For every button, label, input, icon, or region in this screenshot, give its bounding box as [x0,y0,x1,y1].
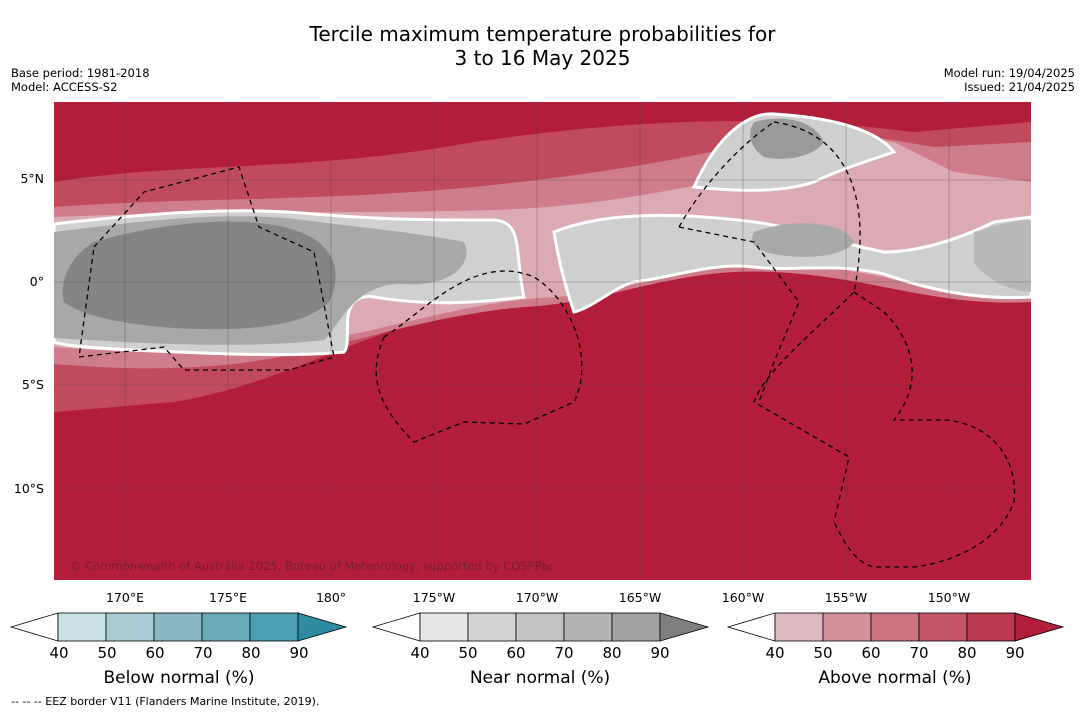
probability-map [54,102,1031,580]
colorbar-below-normal [9,612,350,646]
eez-footnote: -- -- -- EEZ border V11 (Flanders Marine… [11,695,320,708]
lat-label-5s: 5°S [21,377,44,392]
metadata-left: Base period: 1981-2018 Model: ACCESS-S2 [11,66,150,94]
base-period: Base period: 1981-2018 [11,66,150,80]
colorbar-extend-low [9,612,59,642]
lon-label-165w: 165°W [618,590,662,605]
map-title: Tercile maximum temperature probabilitie… [0,22,1085,70]
colorbar-title-above: Above normal (%) [818,668,972,688]
eez-tuvalu [78,166,335,371]
cb1-tick-50: 50 [458,644,478,662]
colorbar-segment [563,612,613,642]
lon-label-170e: 170°E [105,590,144,605]
lon-label-175w: 175°W [412,590,456,605]
model-name: Model: ACCESS-S2 [11,80,118,94]
cb0-tick-90: 90 [289,644,309,662]
colorbar-extend-high [297,612,348,642]
cb1-tick-80: 80 [602,644,622,662]
colorbar-segment [774,612,824,642]
near-normal-region-central [552,213,1031,314]
near-normal-dark-north [750,118,824,159]
lon-label-175e: 175°E [208,590,247,605]
colorbar-below-graphic [9,612,348,642]
colorbar-segment [201,612,251,642]
near-normal-region-east [974,220,1031,292]
cb1-tick-60: 60 [506,644,526,662]
colorbar-extend-low [371,612,421,642]
cb1-tick-90: 90 [650,644,670,662]
cb2-tick-60: 60 [861,644,881,662]
colorbar-segment [870,612,920,642]
cb0-tick-50: 50 [97,644,117,662]
lon-label-170w: 170°W [515,590,559,605]
graticule [54,102,1031,580]
colorbar-segment [515,612,565,642]
colorbar-segment [153,612,203,642]
cb1-tick-70: 70 [554,644,574,662]
lon-label-155w: 155°W [824,590,868,605]
colorbar-segment [249,612,299,642]
cb0-tick-80: 80 [241,644,261,662]
eez-tokelau [375,270,583,443]
lat-label-5n: 5°N [20,171,44,186]
copyright-notice: © Commonwealth of Australia 2025, Bureau… [70,559,555,573]
title-line-2: 3 to 16 May 2025 [454,46,631,70]
colorbar-near-normal [371,612,712,646]
cb2-tick-90: 90 [1005,644,1025,662]
colorbar-extend-high [659,612,710,642]
model-run: Model run: 19/04/2025 [943,66,1075,80]
cb0-tick-70: 70 [193,644,213,662]
cb2-tick-80: 80 [957,644,977,662]
near-normal-dark-central [752,223,854,257]
eez-line-north [678,121,775,228]
cb0-tick-60: 60 [145,644,165,662]
lon-label-180: 180° [315,590,347,605]
colorbar-segment [966,612,1016,642]
cb1-tick-40: 40 [410,644,430,662]
lon-label-150w: 150°W [927,590,971,605]
eez-borders [78,121,1016,568]
colorbar-segment [57,612,107,642]
cb2-tick-50: 50 [813,644,833,662]
colorbar-above-graphic [726,612,1065,642]
colorbar-segment [611,612,661,642]
metadata-right: Model run: 19/04/2025 Issued: 21/04/2025 [944,66,1075,94]
colorbar-segment [822,612,872,642]
eez-cook [833,291,1016,568]
colorbar-segment [918,612,968,642]
colorbar-segment [419,612,469,642]
colorbar-segment [105,612,155,642]
title-line-1: Tercile maximum temperature probabilitie… [309,22,776,46]
colorbar-segment [467,612,517,642]
lat-label-0: 0° [29,274,44,289]
cb2-tick-40: 40 [765,644,785,662]
colorbar-title-near: Near normal (%) [469,668,611,688]
cb2-tick-70: 70 [909,644,929,662]
lat-label-10s: 10°S [13,481,44,496]
eez-line-kiribati [753,121,861,523]
issued-date: Issued: 21/04/2025 [964,80,1075,94]
colorbar-extend-high [1014,612,1065,642]
lon-label-160w: 160°W [721,590,765,605]
map-canvas [54,102,1031,580]
colorbar-near-graphic [371,612,710,642]
colorbar-extend-low [726,612,776,642]
colorbar-title-below: Below normal (%) [103,668,255,688]
colorbar-above-normal [726,612,1067,646]
cb0-tick-40: 40 [49,644,69,662]
near-normal-80-west [62,221,336,330]
